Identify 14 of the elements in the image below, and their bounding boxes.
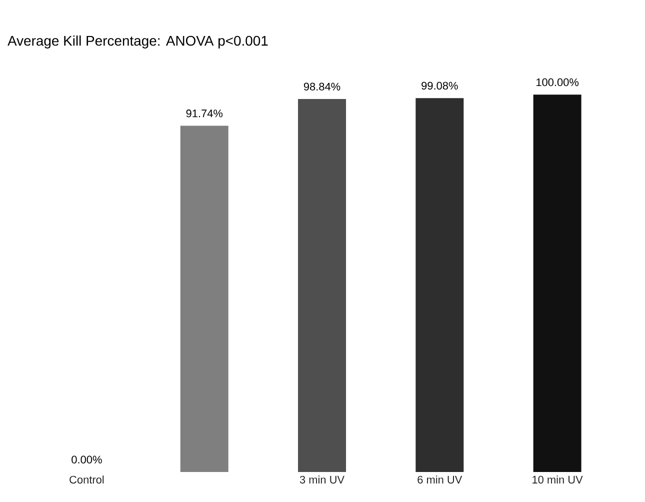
bar	[298, 99, 346, 472]
data-label: 100.00%	[536, 78, 579, 86]
x-tick-label: 6 min UV	[418, 476, 462, 484]
data-label: 98.84%	[304, 82, 340, 90]
bar	[180, 126, 228, 472]
bar	[416, 98, 464, 472]
bar	[533, 94, 582, 472]
chart-title: Average Kill Percentage: ANOVA p<0.001	[8, 35, 268, 48]
x-tick-label: Control	[70, 476, 104, 484]
data-label: 0.00%	[72, 456, 102, 464]
x-tick-label: 10 min UV	[532, 476, 583, 484]
data-label: 91.74%	[186, 110, 223, 118]
x-tick-label: 3 min UV	[300, 476, 344, 484]
data-label: 99.08%	[422, 82, 458, 90]
